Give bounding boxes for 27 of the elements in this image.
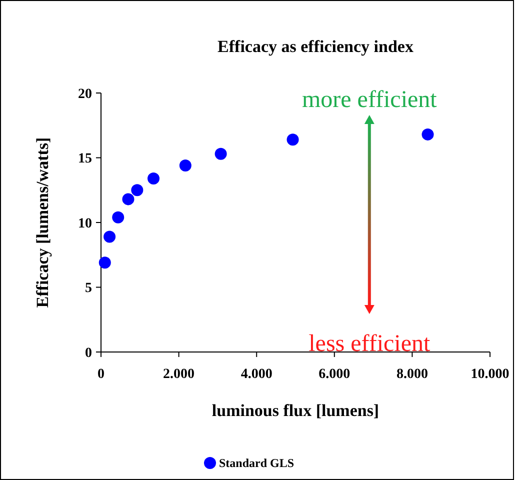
point <box>286 134 299 146</box>
legend-label: Standard GLS <box>219 456 294 470</box>
annotation: less efficient <box>308 331 430 357</box>
y-tick-label: 5 <box>85 281 92 296</box>
y-tick-label: 15 <box>78 152 92 167</box>
point <box>214 148 227 160</box>
point <box>179 160 192 172</box>
point <box>98 256 111 269</box>
point <box>104 230 116 243</box>
chart-title: Efficacy as efficiency index <box>218 37 414 56</box>
x-axis-title: luminous flux [lumens] <box>212 401 380 420</box>
x-tick-label: 8.000 <box>396 367 428 382</box>
y-tick-label: 0 <box>85 346 92 361</box>
y-tick-label: 10 <box>78 216 92 232</box>
x-tick-label: 4.000 <box>240 367 272 382</box>
point <box>131 184 144 196</box>
annotation: more efficient <box>302 87 438 113</box>
x-tick-label: 6.000 <box>318 367 350 382</box>
point <box>122 193 134 206</box>
x-tick-label: 0 <box>98 367 104 382</box>
point <box>148 172 160 184</box>
y-axis-title: Efficacy [lumens/watts] <box>33 137 52 308</box>
x-tick-label: 10.000 <box>470 367 510 382</box>
y-tick-label: 20 <box>78 86 92 102</box>
point <box>112 211 124 224</box>
x-tick-label: 2.000 <box>163 367 195 382</box>
point <box>422 128 434 140</box>
